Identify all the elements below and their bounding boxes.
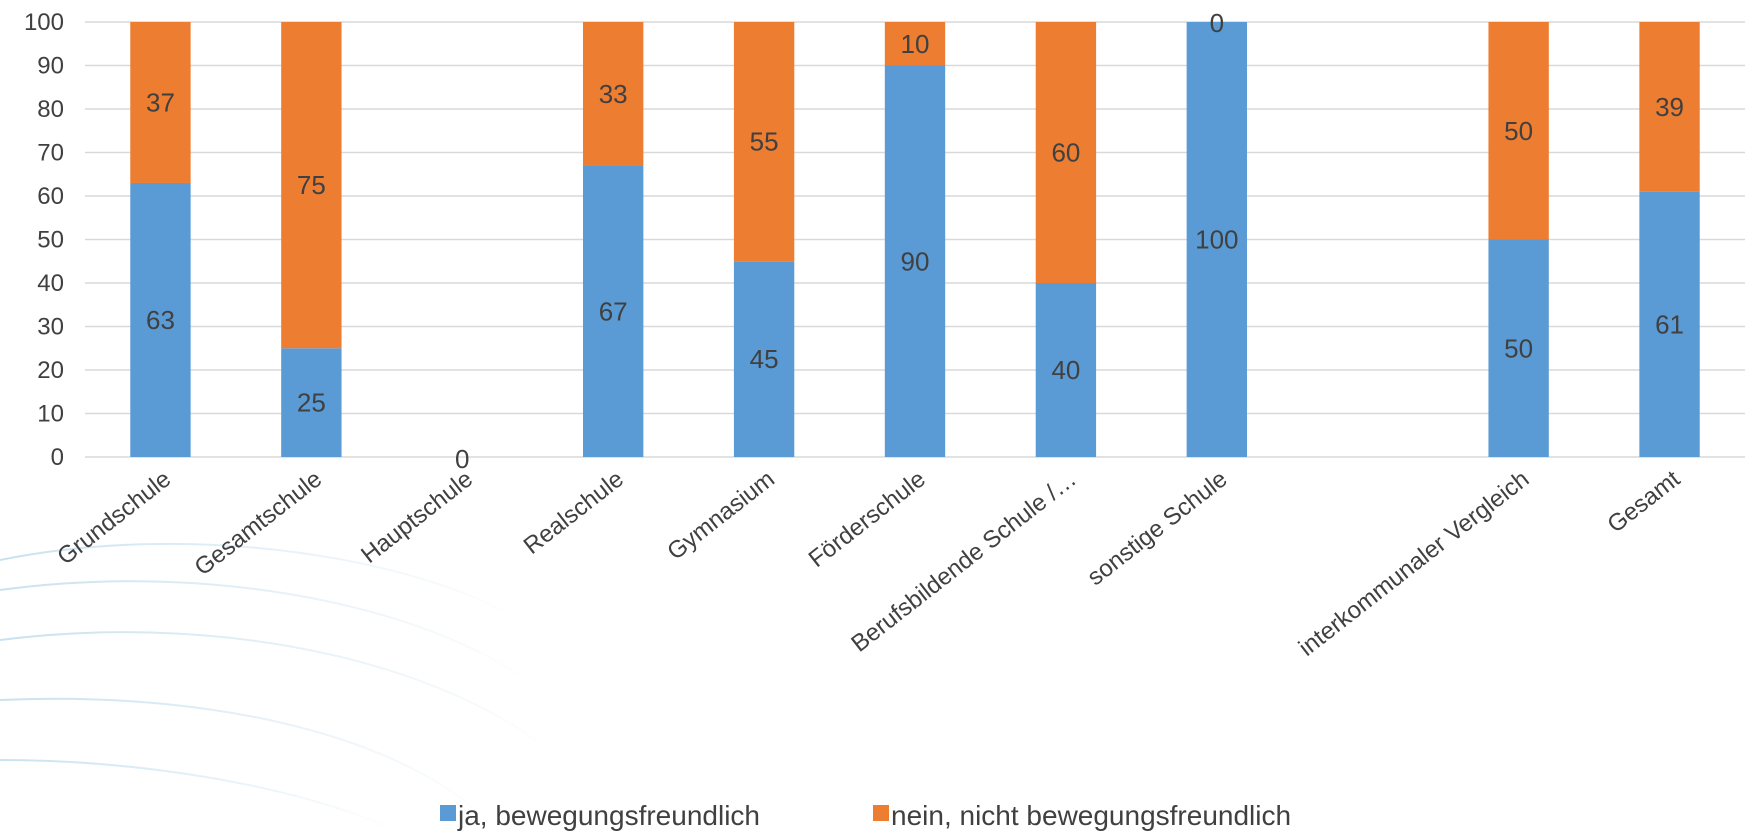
y-tick-label: 60 (37, 183, 64, 210)
bar-nein-4 (733, 22, 795, 262)
bar-nein-6 (1035, 22, 1097, 283)
data-label-nein-0: 37 (146, 87, 175, 117)
data-label-ja-9: 50 (1504, 333, 1533, 363)
legend-label-1: nein, nicht bewegungsfreundlich (891, 800, 1291, 831)
bar-ja-10 (1639, 191, 1700, 457)
bar-nein-3 (583, 22, 644, 166)
bar-nein-9 (1488, 22, 1549, 240)
x-category-label: Realschule (519, 465, 629, 559)
bar-ja-7 (1186, 22, 1247, 457)
legend-swatch-0 (440, 805, 456, 821)
bar-nein-10 (1639, 22, 1700, 192)
data-label-nein-10: 39 (1655, 92, 1684, 122)
data-label-ja-5: 90 (901, 246, 930, 276)
bar-ja-3 (583, 165, 644, 458)
x-category-label: interkommunaler Vergleich (1294, 465, 1535, 661)
y-tick-label: 0 (51, 444, 64, 471)
data-label-nein-4: 55 (750, 127, 779, 157)
x-category-label: Gymnasium (662, 465, 780, 565)
y-axis-ticks: 0 10 20 30 40 50 60 70 80 90 100 (24, 9, 64, 471)
y-tick-label: 100 (24, 9, 64, 36)
data-label-ja-0: 63 (146, 305, 175, 335)
x-category-label: Hauptschule (356, 465, 478, 568)
x-category-label: Förderschule (804, 465, 931, 573)
bar-nein-0 (130, 22, 191, 183)
legend: ja, bewegungsfreundlich nein, nicht beweg… (440, 800, 1291, 831)
data-label-nein-6: 60 (1051, 138, 1080, 168)
swoosh-line-1 (0, 542, 521, 621)
y-tick-label: 40 (37, 270, 64, 297)
bar-ja-6 (1035, 283, 1097, 457)
data-label-nein-3: 33 (599, 79, 628, 109)
data-label-ja-1: 25 (297, 388, 326, 418)
swoosh-line-2 (0, 580, 541, 691)
swoosh-line-3 (0, 631, 561, 761)
data-label-ja-10: 61 (1655, 309, 1684, 339)
bar-nein-1 (281, 22, 342, 349)
y-tick-label: 70 (37, 140, 64, 167)
data-labels: 63 37 25 75 0 67 33 45 55 90 10 40 60 100 0 50 50 61 39 (146, 8, 1684, 474)
y-tick-label: 50 (37, 227, 64, 254)
bar-ja-4 (733, 261, 795, 457)
y-tick-label: 30 (37, 314, 64, 341)
y-tick-label: 80 (37, 96, 64, 123)
y-tick-label: 90 (37, 53, 64, 80)
y-tick-label: 10 (37, 401, 64, 428)
x-category-label: Grundschule (52, 465, 176, 570)
bar-nein-5 (884, 22, 946, 66)
bar-ja-0 (130, 182, 191, 457)
swoosh-line-4 (0, 697, 501, 834)
y-tick-label: 20 (37, 357, 64, 384)
bar-ja-5 (884, 65, 946, 457)
x-axis-category-labels: Grundschule Gesamtschule Hauptschule Realsc… (52, 465, 1685, 661)
bar-ja-9 (1488, 239, 1549, 457)
x-category-label: Gesamtschule (190, 465, 328, 581)
data-label-nein-1: 75 (297, 170, 326, 200)
legend-swatch-1 (873, 805, 889, 821)
background-swoosh-decoration (0, 542, 561, 834)
swoosh-line-5 (0, 759, 401, 834)
data-label-nein-7: 0 (1210, 8, 1224, 38)
data-label-ja-7: 100 (1195, 225, 1238, 255)
legend-label-0: ja, bewegungsfreundlich (457, 800, 760, 831)
data-label-ja-3: 67 (599, 296, 628, 326)
bars (130, 22, 1700, 458)
x-category-label: Gesamt (1602, 465, 1685, 538)
bar-ja-1 (281, 348, 342, 457)
data-label-ja-4: 45 (750, 344, 779, 374)
data-label-ja-2: 0 (455, 444, 469, 474)
x-category-label: sonstige Schule (1082, 465, 1232, 591)
data-label-nein-5: 10 (901, 29, 930, 59)
data-label-nein-9: 50 (1504, 116, 1533, 146)
data-label-ja-6: 40 (1051, 355, 1080, 385)
